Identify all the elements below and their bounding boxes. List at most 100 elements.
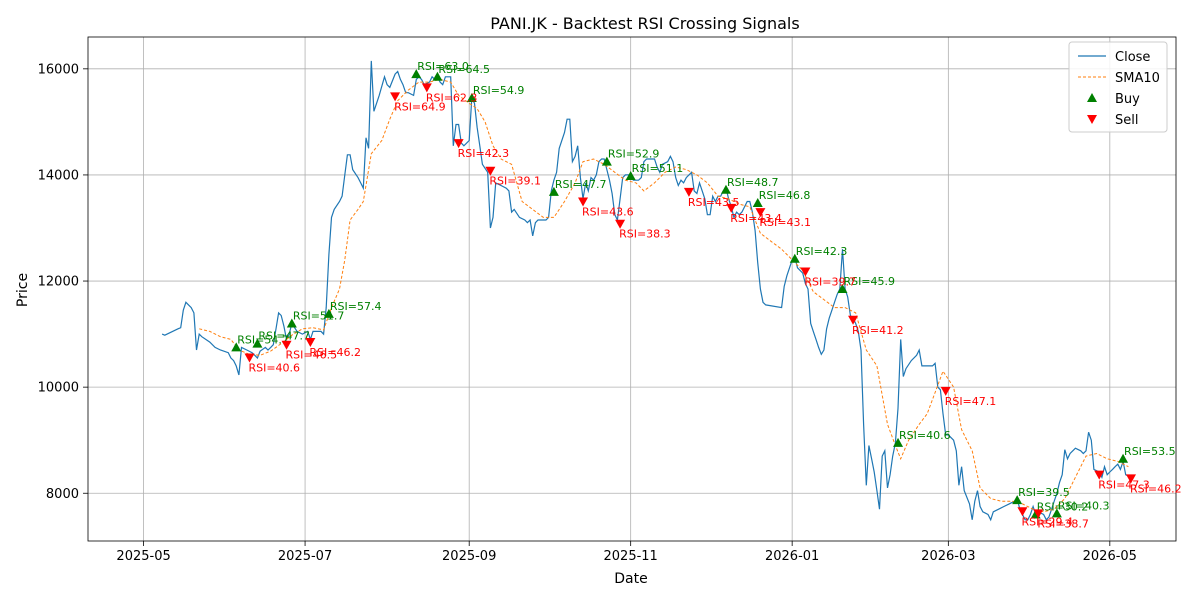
- buy-signal-label: RSI=45.9: [843, 275, 895, 288]
- buy-marker: [893, 437, 904, 447]
- sell-signal-label: RSI=29.4: [1021, 515, 1073, 528]
- sell-signal-label: RSI=64.9: [394, 100, 446, 113]
- sell-signal-label: RSI=43.6: [582, 205, 634, 218]
- y-tick-label: 12000: [38, 275, 79, 290]
- plot-area: [161, 60, 1132, 522]
- sell-signal-label: RSI=47.1: [945, 395, 997, 408]
- buy-signal-label: RSI=39.5: [1018, 486, 1070, 499]
- buy-marker: [720, 184, 731, 194]
- sell-marker: [800, 267, 811, 277]
- buy-signal-label: RSI=52.9: [608, 148, 660, 161]
- buy-signal-label: RSI=40.6: [899, 429, 951, 442]
- sell-marker: [615, 219, 626, 229]
- buy-marker: [466, 93, 477, 103]
- buy-signal-label: RSI=53.5: [1124, 445, 1176, 458]
- sell-marker: [1094, 470, 1105, 480]
- buy-marker: [601, 156, 612, 166]
- buy-signal-label: RSI=42.3: [796, 245, 848, 258]
- legend-box: [1068, 41, 1168, 133]
- sell-signal-label: RSI=62.3: [426, 91, 478, 104]
- sell-signal-label: RSI=38.7: [1037, 517, 1089, 530]
- legend-close-label: Close: [1115, 50, 1150, 65]
- y-tick-label: 16000: [38, 62, 79, 77]
- y-tick-label: 8000: [46, 487, 79, 502]
- sell-signal-label: RSI=46.5: [286, 349, 338, 362]
- x-tick-label: 2026-01: [765, 549, 819, 564]
- x-tick-label: 2025-11: [604, 549, 658, 564]
- sell-signal-label: RSI=43.1: [759, 216, 811, 229]
- buy-signal-label: RSI=40.3: [1058, 499, 1110, 512]
- signal-markers: RSI=54.7RSI=47.7RSI=51.7RSI=57.4RSI=63.0…: [231, 60, 1182, 530]
- x-tick-label: 2025-09: [442, 549, 496, 564]
- sell-marker: [683, 187, 694, 197]
- sell-marker: [305, 338, 316, 348]
- buy-signal-label: RSI=54.7: [237, 333, 289, 346]
- buy-signal-label: RSI=54.9: [473, 84, 525, 97]
- sell-marker: [244, 353, 255, 363]
- sell-marker: [755, 208, 766, 218]
- sell-marker: [485, 166, 496, 176]
- buy-marker: [1051, 508, 1062, 518]
- buy-marker: [411, 69, 422, 79]
- sell-marker: [1125, 474, 1136, 484]
- sell-signal-label: RSI=47.3: [1098, 479, 1150, 492]
- buy-marker: [1012, 495, 1023, 505]
- sell-marker: [1017, 507, 1028, 517]
- buy-signal-label: RSI=57.4: [330, 300, 382, 313]
- sell-signal-label: RSI=38.3: [619, 228, 671, 241]
- buy-marker: [752, 198, 763, 208]
- y-tick-label: 14000: [38, 168, 79, 183]
- sell-signal-label: RSI=40.6: [248, 361, 300, 374]
- sell-marker: [578, 197, 589, 207]
- buy-signal-label: RSI=51.7: [293, 309, 345, 322]
- sell-signal-label: RSI=39.7: [804, 275, 856, 288]
- buy-signal-label: RSI=51.1: [632, 162, 684, 175]
- sell-signal-label: RSI=43.4: [730, 212, 782, 225]
- buy-marker: [286, 318, 297, 328]
- sell-signal-label: RSI=46.2: [1130, 482, 1182, 495]
- sell-signal-label: RSI=46.2: [309, 346, 361, 359]
- buy-marker: [323, 308, 334, 318]
- legend-sma-label: SMA10: [1115, 71, 1160, 86]
- buy-signal-label: RSI=48.7: [727, 176, 779, 189]
- buy-marker: [789, 253, 800, 263]
- buy-signal-label: RSI=64.5: [438, 63, 490, 76]
- y-tick-label: 10000: [38, 381, 79, 396]
- sell-marker: [940, 386, 951, 396]
- sell-signal-label: RSI=42.3: [458, 147, 510, 160]
- sell-marker: [726, 203, 737, 213]
- sell-signal-label: RSI=39.1: [489, 175, 541, 188]
- sell-marker: [281, 340, 292, 350]
- sell-signal-label: RSI=43.5: [688, 196, 740, 209]
- legend-buy-label: Buy: [1115, 92, 1140, 107]
- buy-signal-label: RSI=63.0: [417, 60, 469, 73]
- buy-signal-label: RSI=47.7: [258, 330, 310, 343]
- buy-marker: [252, 338, 263, 348]
- buy-marker: [1118, 453, 1129, 463]
- y-axis-label: Price: [15, 273, 31, 307]
- sma10-line: [199, 78, 1129, 513]
- sell-marker: [1033, 509, 1044, 519]
- sell-marker: [848, 315, 859, 325]
- plot-frame: [87, 36, 1177, 542]
- close-price-line: [161, 60, 1132, 522]
- x-tick-label: 2026-05: [1083, 549, 1137, 564]
- buy-signal-label: RSI=46.8: [759, 189, 811, 202]
- x-tick-label: 2026-03: [921, 549, 975, 564]
- legend-buy-swatch: [1087, 93, 1097, 102]
- x-axis-label: Date: [614, 571, 647, 587]
- buy-signal-label: RSI=47.7: [555, 178, 607, 191]
- axes: 2025-05 2025-07 2025-09 2025-11 2026-01 2026-…: [38, 36, 1177, 564]
- x-tick-label: 2025-05: [116, 549, 170, 564]
- buy-signal-label: RSI=30.2: [1037, 500, 1089, 513]
- legend: Close SMA10 Buy Sell: [1068, 41, 1168, 133]
- buy-marker: [548, 186, 559, 196]
- legend-sell-swatch: [1087, 115, 1097, 124]
- chart-title: PANI.JK - Backtest RSI Crossing Signals: [490, 14, 799, 33]
- buy-marker: [625, 170, 636, 180]
- buy-marker: [837, 284, 848, 293]
- sell-signal-label: RSI=41.2: [852, 324, 904, 337]
- sell-marker: [453, 139, 464, 149]
